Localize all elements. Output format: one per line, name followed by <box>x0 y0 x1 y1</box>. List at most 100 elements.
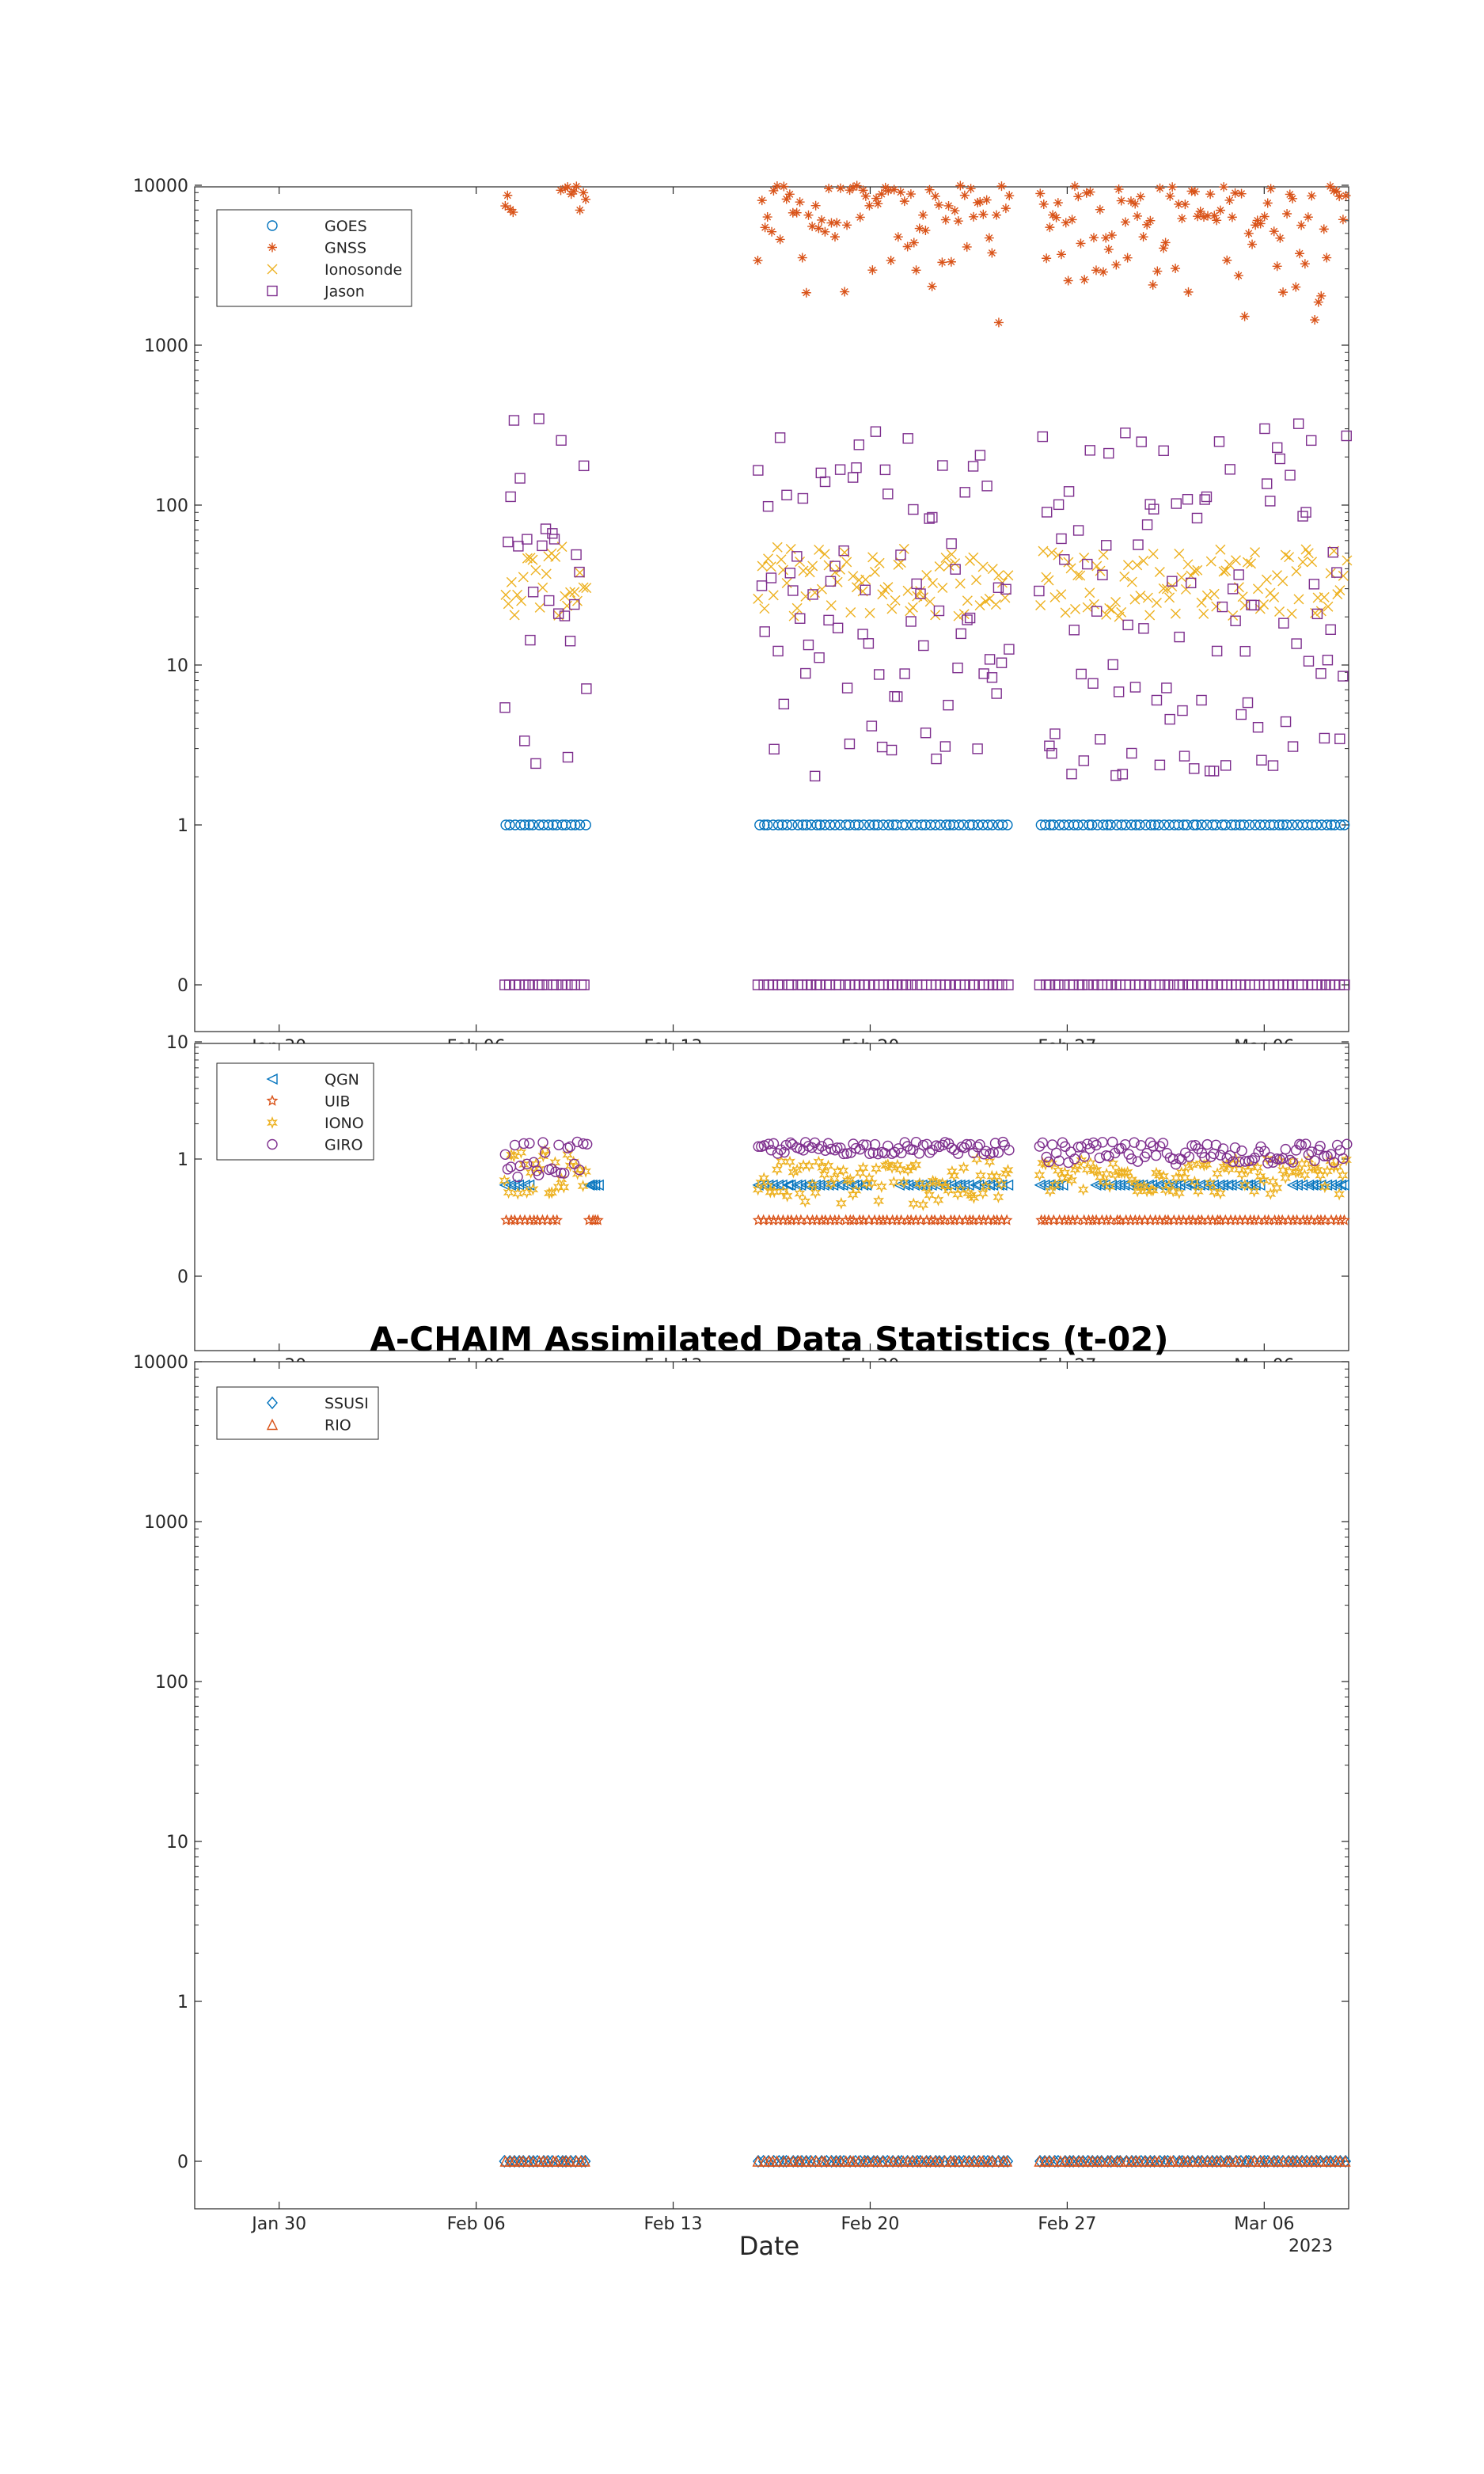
data-point <box>940 553 951 564</box>
data-point <box>1171 264 1181 274</box>
data-point <box>1338 215 1348 225</box>
data-point <box>1201 1138 1213 1150</box>
data-point <box>784 1155 795 1169</box>
data-point <box>1152 1179 1164 1191</box>
data-point <box>1285 1154 1296 1166</box>
data-point <box>512 1171 523 1183</box>
data-point <box>902 1164 914 1177</box>
data-point <box>1285 189 1295 200</box>
data-point <box>964 612 976 624</box>
data-point <box>832 576 843 587</box>
data-point <box>1220 760 1232 771</box>
data-point <box>1271 1181 1283 1195</box>
data-point <box>953 216 963 226</box>
data-point <box>1319 1180 1330 1194</box>
data-point <box>1310 607 1321 618</box>
data-point <box>913 1176 925 1190</box>
data-point <box>522 534 533 545</box>
data-point <box>1141 519 1153 530</box>
data-point <box>1049 2154 1061 2168</box>
data-point <box>548 534 560 545</box>
data-point <box>1309 1155 1320 1166</box>
data-point <box>840 287 850 297</box>
data-point <box>814 223 824 234</box>
data-point <box>1157 1138 1169 1149</box>
data-point <box>1243 228 1254 238</box>
y-tick-label: 1000 <box>144 336 188 356</box>
data-point <box>1339 979 1350 990</box>
data-point <box>1138 623 1149 634</box>
data-point <box>1070 603 1081 614</box>
data-point <box>559 1168 570 1179</box>
data-point <box>518 1138 529 1150</box>
data-point <box>870 426 882 437</box>
data-point <box>798 565 809 576</box>
data-point <box>910 2155 922 2167</box>
data-point <box>1144 1137 1156 1148</box>
data-point <box>1116 1142 1127 1154</box>
data-point <box>589 1179 601 1191</box>
data-point <box>894 1162 906 1176</box>
data-point <box>853 819 864 830</box>
data-point <box>955 578 966 589</box>
data-point <box>966 184 976 194</box>
data-point <box>522 1158 533 1170</box>
data-point <box>1218 566 1229 577</box>
data-point <box>986 2155 998 2167</box>
data-point <box>772 181 782 191</box>
legend-label: SSUSI <box>325 1395 369 1412</box>
data-point <box>791 602 803 614</box>
data-point <box>1321 2154 1333 2168</box>
data-point <box>1050 1147 1062 1159</box>
data-point <box>534 602 545 613</box>
data-point <box>1338 1179 1349 1191</box>
data-point <box>924 596 936 607</box>
data-point <box>1072 570 1084 581</box>
data-point <box>969 211 979 222</box>
data-point <box>769 185 779 196</box>
data-point <box>795 557 806 568</box>
data-point <box>1125 196 1136 207</box>
data-point <box>1342 1138 1353 1150</box>
data-point <box>1035 600 1046 610</box>
data-point <box>910 1158 922 1172</box>
data-point <box>759 603 770 614</box>
data-point <box>1182 1214 1195 1226</box>
data-point <box>850 1184 862 1197</box>
data-point <box>777 1185 789 1199</box>
data-point <box>1034 979 1046 990</box>
y-tick-label: 1 <box>177 1150 188 1170</box>
data-point <box>954 2154 965 2168</box>
data-point <box>503 599 514 610</box>
data-point <box>908 504 919 515</box>
data-point <box>562 1148 574 1161</box>
data-point <box>1079 553 1090 564</box>
series-iono <box>499 1144 1352 1211</box>
data-point <box>1319 224 1329 234</box>
data-point <box>1297 511 1308 522</box>
data-point <box>877 2154 889 2168</box>
data-point <box>792 819 804 830</box>
data-point <box>872 819 883 830</box>
data-point <box>798 1159 810 1172</box>
data-point <box>556 2154 568 2168</box>
data-point <box>1077 2154 1089 2168</box>
data-point <box>1327 546 1338 558</box>
data-point <box>527 1183 539 1196</box>
data-point <box>1122 619 1133 631</box>
data-point <box>508 415 520 426</box>
data-point <box>781 194 791 204</box>
data-point <box>525 634 536 646</box>
data-point <box>996 1177 1008 1191</box>
data-point <box>933 2155 945 2167</box>
data-point <box>753 2154 764 2168</box>
data-point <box>541 2155 553 2167</box>
data-point <box>810 2155 822 2167</box>
data-point <box>752 2155 764 2167</box>
data-point <box>579 2155 590 2167</box>
data-point <box>807 1178 818 1191</box>
data-point <box>1233 2155 1246 2167</box>
data-point <box>910 1136 922 1148</box>
data-point <box>996 181 1007 192</box>
data-point <box>781 819 792 830</box>
